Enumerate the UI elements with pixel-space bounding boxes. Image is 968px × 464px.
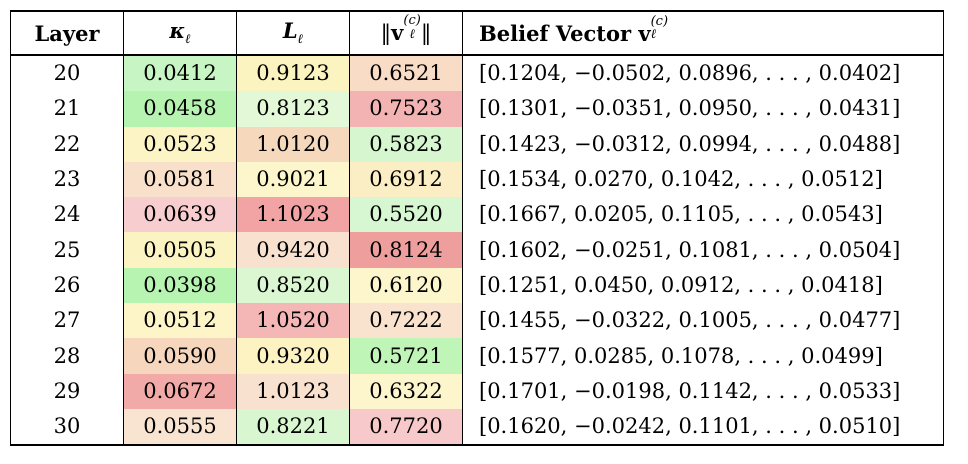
table-row: 24 0.0639 1.1023 0.5520 [0.1667, 0.0205,… bbox=[10, 197, 944, 233]
cell-vector: [0.1577, 0.0285, 0.1078, . . . , 0.0499] bbox=[462, 338, 944, 374]
cell-norm: 0.7523 bbox=[349, 91, 463, 127]
header-belief: Belief Vector v (c) ℓ bbox=[462, 10, 944, 56]
cell-L: 0.8520 bbox=[236, 267, 350, 304]
cell-norm: 0.7222 bbox=[349, 303, 463, 339]
cell-layer: 23 bbox=[10, 161, 124, 198]
cell-kappa: 0.0555 bbox=[123, 408, 237, 447]
table-body: 20 0.0412 0.9123 0.6521 [0.1204, −0.0502… bbox=[10, 55, 944, 447]
cell-kappa: 0.0505 bbox=[123, 232, 237, 268]
header-kappa: κℓ bbox=[123, 10, 237, 56]
table-row: 22 0.0523 1.0120 0.5823 [0.1423, −0.0312… bbox=[10, 126, 944, 162]
header-belief-subscript: ℓ bbox=[650, 27, 656, 42]
cell-kappa: 0.0672 bbox=[123, 373, 237, 409]
cell-norm: 0.7720 bbox=[349, 408, 463, 447]
header-layer: Layer bbox=[10, 10, 124, 56]
cell-layer: 21 bbox=[10, 91, 124, 127]
header-kappa-symbol: κ bbox=[169, 17, 186, 43]
cell-vector: [0.1620, −0.0242, 0.1101, . . . , 0.0510… bbox=[462, 408, 944, 447]
cell-kappa: 0.0458 bbox=[123, 91, 237, 127]
table-row: 28 0.0590 0.9320 0.5721 [0.1577, 0.0285,… bbox=[10, 338, 944, 374]
cell-layer: 26 bbox=[10, 267, 124, 304]
header-layer-label: Layer bbox=[34, 20, 100, 46]
cell-layer: 28 bbox=[10, 338, 124, 374]
table-row: 27 0.0512 1.0520 0.7222 [0.1455, −0.0322… bbox=[10, 303, 944, 339]
cell-L: 0.8221 bbox=[236, 408, 350, 447]
cell-vector: [0.1667, 0.0205, 0.1105, . . . , 0.0543] bbox=[462, 197, 944, 233]
cell-layer: 20 bbox=[10, 55, 124, 92]
cell-layer: 29 bbox=[10, 373, 124, 409]
cell-norm: 0.5823 bbox=[349, 126, 463, 162]
header-norm-scripts: (c) ℓ bbox=[403, 14, 420, 42]
table-row: 29 0.0672 1.0123 0.6322 [0.1701, −0.0198… bbox=[10, 373, 944, 409]
cell-norm: 0.5520 bbox=[349, 197, 463, 233]
table-row: 25 0.0505 0.9420 0.8124 [0.1602, −0.0251… bbox=[10, 232, 944, 268]
cell-vector: [0.1534, 0.0270, 0.1042, . . . , 0.0512] bbox=[462, 161, 944, 198]
table-row: 26 0.0398 0.8520 0.6120 [0.1251, 0.0450,… bbox=[10, 267, 944, 304]
table-row: 23 0.0581 0.9021 0.6912 [0.1534, 0.0270,… bbox=[10, 161, 944, 198]
cell-vector: [0.1301, −0.0351, 0.0950, . . . , 0.0431… bbox=[462, 91, 944, 127]
header-norm-right-bar: ‖ bbox=[420, 21, 432, 45]
cell-vector: [0.1602, −0.0251, 0.1081, . . . , 0.0504… bbox=[462, 232, 944, 268]
results-table: Layer κℓ Lℓ ‖v (c) ℓ ‖ Belief Vector v (c) ℓ … bbox=[10, 10, 944, 447]
cell-L: 1.0120 bbox=[236, 126, 350, 162]
cell-kappa: 0.0581 bbox=[123, 161, 237, 198]
cell-L: 0.9123 bbox=[236, 55, 350, 92]
cell-kappa: 0.0523 bbox=[123, 126, 237, 162]
header-norm: ‖v (c) ℓ ‖ bbox=[349, 10, 463, 56]
cell-kappa: 0.0412 bbox=[123, 55, 237, 92]
cell-vector: [0.1251, 0.0450, 0.0912, . . . , 0.0418] bbox=[462, 267, 944, 304]
cell-layer: 25 bbox=[10, 232, 124, 268]
cell-norm: 0.6521 bbox=[349, 55, 463, 92]
cell-vector: [0.1423, −0.0312, 0.0994, . . . , 0.0488… bbox=[462, 126, 944, 162]
header-belief-scripts: (c) ℓ bbox=[650, 15, 668, 42]
cell-L: 0.9021 bbox=[236, 161, 350, 198]
cell-vector: [0.1701, −0.0198, 0.1142, . . . , 0.0533… bbox=[462, 373, 944, 409]
cell-vector: [0.1204, −0.0502, 0.0896, . . . , 0.0402… bbox=[462, 55, 944, 92]
cell-L: 0.9420 bbox=[236, 232, 350, 268]
cell-L: 1.0123 bbox=[236, 373, 350, 409]
cell-norm: 0.8124 bbox=[349, 232, 463, 268]
table-row: 20 0.0412 0.9123 0.6521 [0.1204, −0.0502… bbox=[10, 55, 944, 92]
cell-L: 1.1023 bbox=[236, 197, 350, 233]
header-L-subscript: ℓ bbox=[297, 32, 304, 48]
header-belief-v: v bbox=[638, 20, 651, 46]
header-norm-v: v bbox=[391, 20, 404, 45]
table-container: Layer κℓ Lℓ ‖v (c) ℓ ‖ Belief Vector v (c) ℓ … bbox=[10, 10, 944, 447]
header-norm-left-bar: ‖ bbox=[380, 21, 392, 45]
table-row: 21 0.0458 0.8123 0.7523 [0.1301, −0.0351… bbox=[10, 91, 944, 127]
cell-vector: [0.1455, −0.0322, 0.1005, . . . , 0.0477… bbox=[462, 303, 944, 339]
header-norm-subscript: ℓ bbox=[409, 26, 415, 42]
cell-L: 0.9320 bbox=[236, 338, 350, 374]
cell-kappa: 0.0639 bbox=[123, 197, 237, 233]
cell-norm: 0.6120 bbox=[349, 267, 463, 304]
header-row: Layer κℓ Lℓ ‖v (c) ℓ ‖ Belief Vector v (c) ℓ bbox=[10, 10, 944, 56]
cell-kappa: 0.0398 bbox=[123, 267, 237, 304]
cell-layer: 27 bbox=[10, 303, 124, 339]
header-L-symbol: L bbox=[282, 17, 298, 43]
cell-kappa: 0.0512 bbox=[123, 303, 237, 339]
header-kappa-subscript: ℓ bbox=[185, 32, 191, 48]
table-row: 30 0.0555 0.8221 0.7720 [0.1620, −0.0242… bbox=[10, 408, 944, 447]
header-belief-superscript: (c) bbox=[650, 13, 669, 29]
header-belief-label: Belief Vector bbox=[479, 20, 639, 46]
cell-L: 1.0520 bbox=[236, 303, 350, 339]
header-L: Lℓ bbox=[236, 10, 350, 56]
cell-L: 0.8123 bbox=[236, 91, 350, 127]
header-norm-superscript: (c) bbox=[403, 13, 421, 29]
cell-norm: 0.6912 bbox=[349, 161, 463, 198]
cell-norm: 0.5721 bbox=[349, 338, 463, 374]
cell-norm: 0.6322 bbox=[349, 373, 463, 409]
cell-layer: 22 bbox=[10, 126, 124, 162]
cell-layer: 24 bbox=[10, 197, 124, 233]
cell-layer: 30 bbox=[10, 408, 124, 447]
cell-kappa: 0.0590 bbox=[123, 338, 237, 374]
